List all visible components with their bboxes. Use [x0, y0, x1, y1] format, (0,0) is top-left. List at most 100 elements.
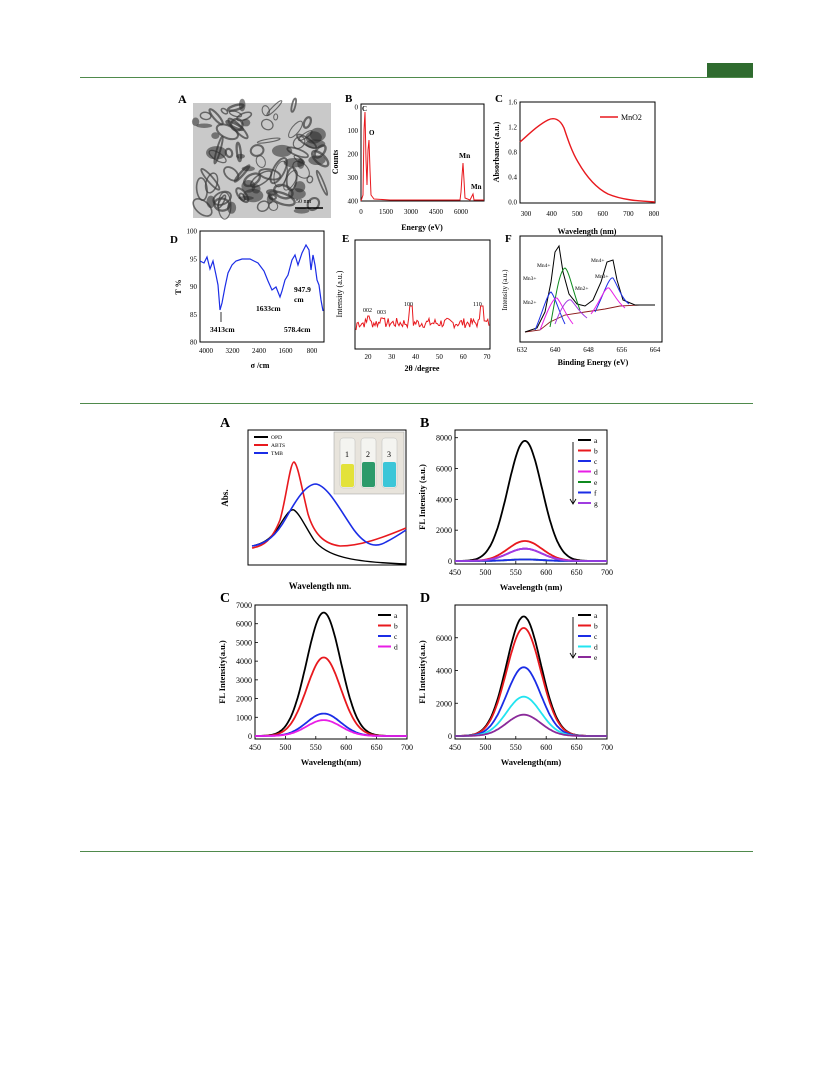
x-tick-label: 600: [598, 210, 609, 218]
eds-spectrum: [360, 111, 484, 202]
legend-label: e: [594, 653, 598, 662]
panel-1d-ftir: D T % σ /cm 4000 3200 2400 1600 800 80 85 90 95…: [170, 228, 325, 370]
y-tick-label: 1.2: [508, 124, 517, 132]
x-tick-label: 700: [623, 210, 634, 218]
panel-1e-xrd: E Intensity (a.u.) 2θ /degree 20 30 40 50 60…: [335, 233, 491, 373]
legend-label: b: [594, 622, 598, 631]
bottom-rule: [80, 851, 753, 852]
xps-label-mn3-b: Mn3+: [595, 274, 609, 280]
xps-peak-green: [549, 267, 581, 328]
y-tick-label: 200: [348, 151, 359, 159]
legend-label: g: [594, 499, 598, 508]
xps-peak-purple: [554, 299, 588, 325]
panel-letter: C: [495, 93, 503, 105]
x-tick-label: 656: [617, 346, 628, 354]
header-tag: [707, 63, 753, 77]
panel-2d-fluorescence: D FL Intensity(a.u.) Wavelength(nm) 450 500 5…: [417, 591, 613, 767]
x-tick-label: 632: [517, 346, 528, 354]
legend-label: d: [594, 468, 598, 477]
y-tick-label: 80: [190, 339, 198, 347]
panel-letter: B: [345, 93, 353, 105]
legend-label: b: [394, 622, 398, 631]
legend-label: d: [394, 643, 398, 652]
x-ticks: 0 1500 3000 4500 6000: [359, 208, 468, 216]
plot-frame: [354, 239, 491, 350]
xps-label-mn4-b: Mn4+: [591, 258, 605, 264]
y-tick-label: 0: [248, 732, 252, 741]
y-tick-label: 100: [348, 127, 359, 135]
x-tick-label: 500: [479, 743, 491, 752]
x-tick-label: 500: [479, 568, 491, 577]
series-b-curve: [255, 656, 407, 737]
x-axis-label: 2θ /degree: [405, 364, 440, 373]
y-axis-label: FL Intensity(a.u.): [417, 640, 427, 704]
x-tick-label: 50: [436, 353, 444, 361]
abts-curve: [251, 461, 407, 549]
legend-label: a: [594, 611, 598, 620]
panel-1f-xps: F Intensity (a.u.) Binding Energy (eV) 6…: [501, 233, 663, 367]
y-tick-label: 4000: [236, 657, 252, 666]
y-axis-label: FL Intensity(a.u.): [217, 640, 227, 704]
y-tick-label: 0: [448, 732, 452, 741]
x-tick-label: 500: [572, 210, 583, 218]
x-tick-label: 6000: [454, 208, 469, 216]
x-tick-label: 30: [388, 353, 396, 361]
y-axis-label: FL Intensity (a.u.): [417, 464, 427, 530]
plot-frame: [360, 103, 485, 202]
series-a-curve: [255, 611, 407, 737]
xps-label-mn2-a: Mn2+: [523, 300, 537, 306]
y-tick-label: 0: [448, 557, 452, 566]
xps-peak-blue: [534, 277, 630, 331]
series-g-curve: [455, 547, 607, 562]
x-tick-label: 1600: [279, 347, 294, 355]
y-tick-label: 4000: [436, 495, 452, 504]
x-axis-label: σ /cm: [251, 361, 270, 370]
xps-peak-magenta: [539, 287, 626, 331]
mno2-curve: [519, 118, 656, 203]
y-tick-label: 90: [190, 283, 198, 291]
x-tick-label: 20: [365, 353, 373, 361]
panel-2c-fluorescence: C FL Intensity(a.u.) Wavelength(nm) 450 500 5…: [217, 591, 413, 767]
y-axis-label: Counts: [331, 150, 340, 174]
trend-arrowhead: [569, 498, 577, 505]
x-ticks: 300 400 500 600 700 800: [521, 210, 660, 218]
y-tick-label: 7000: [236, 601, 252, 610]
y-tick-label: 8000: [436, 434, 452, 443]
x-tick-label: 550: [510, 743, 522, 752]
peak-label-mn-2: Mn: [471, 183, 482, 191]
legend-label: d: [594, 643, 598, 652]
x-tick-label: 3000: [404, 208, 419, 216]
legend-label: a: [594, 436, 598, 445]
y-tick-label: 5000: [236, 638, 252, 647]
ftir-label-cm: cm: [294, 295, 304, 304]
series-a-curve: [455, 615, 607, 737]
x-tick-label: 4500: [429, 208, 444, 216]
x-tick-label: 640: [550, 346, 561, 354]
x-tick-label: 400: [546, 210, 557, 218]
panel-letter: A: [220, 416, 231, 431]
x-tick-label: 500: [279, 743, 291, 752]
x-tick-label: 550: [510, 568, 522, 577]
ftir-spectrum: [199, 243, 324, 312]
xps-envelope: [524, 244, 655, 333]
x-axis-label: Wavelength nm.: [289, 581, 352, 591]
x-axis-label: Wavelength (nm): [558, 227, 617, 236]
y-tick-label: 0.0: [508, 199, 517, 207]
panel-2b-fluorescence: B FL Intensity (a.u.) Wavelength (nm) 450 50…: [417, 416, 613, 592]
y-tick-label: 0: [355, 104, 359, 112]
ftir-label-1633: 1633cm: [256, 304, 281, 313]
legend-label: MnO2: [621, 113, 642, 122]
x-tick-label: 2400: [252, 347, 267, 355]
legend-label: c: [594, 632, 598, 641]
legend-label: f: [594, 489, 597, 498]
y-tick-label: 85: [190, 311, 198, 319]
y-axis-label: Intensity (a.u.): [501, 269, 509, 311]
panel-letter: D: [420, 591, 430, 606]
xps-label-mn2-b: Mn2+: [575, 286, 589, 292]
y-ticks: 0.0 0.4 0.8 1.2 1.6: [508, 99, 517, 207]
x-tick-label: 650: [571, 743, 583, 752]
x-tick-label: 1500: [379, 208, 394, 216]
series-e-curve: [455, 713, 607, 737]
x-tick-label: 800: [649, 210, 660, 218]
series-d-curve: [255, 719, 407, 737]
